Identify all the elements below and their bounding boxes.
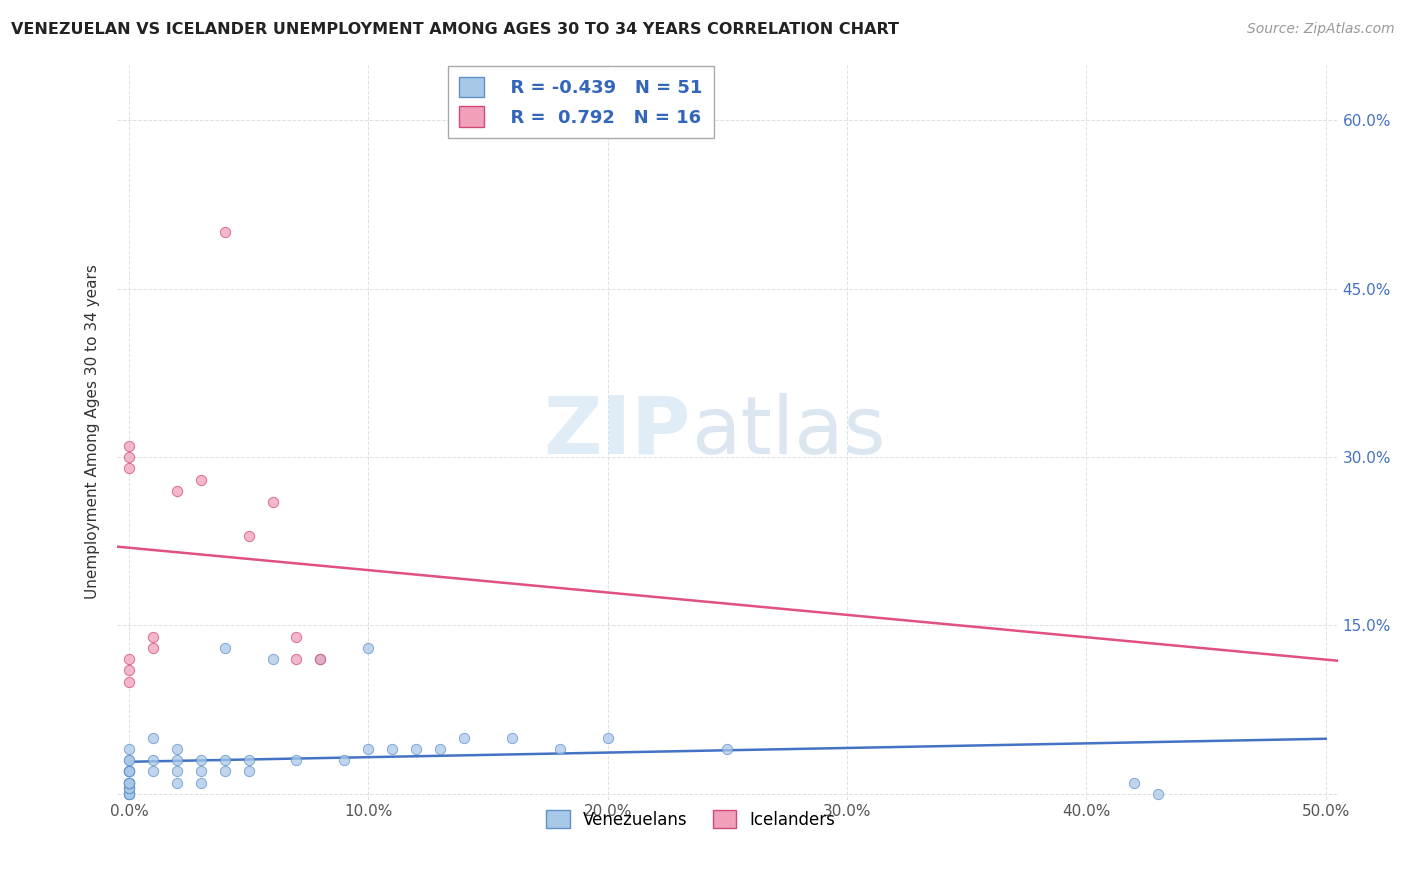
- Legend: Venezuelans, Icelanders: Venezuelans, Icelanders: [540, 804, 842, 835]
- Point: [214, 640, 236, 655]
- Point: [238, 753, 260, 767]
- Y-axis label: Unemployment Among Ages 30 to 34 years: Unemployment Among Ages 30 to 34 years: [86, 264, 100, 599]
- Point: [118, 674, 141, 689]
- Point: [118, 439, 141, 453]
- Point: [118, 775, 141, 789]
- Point: [1123, 775, 1146, 789]
- Point: [214, 226, 236, 240]
- Point: [453, 731, 475, 745]
- Point: [190, 473, 212, 487]
- Point: [142, 640, 165, 655]
- Point: [190, 775, 212, 789]
- Point: [142, 764, 165, 779]
- Point: [429, 742, 451, 756]
- Point: [309, 652, 332, 666]
- Point: [118, 764, 141, 779]
- Point: [357, 742, 380, 756]
- Point: [118, 775, 141, 789]
- Point: [214, 764, 236, 779]
- Point: [166, 753, 188, 767]
- Point: [381, 742, 404, 756]
- Point: [333, 753, 356, 767]
- Point: [596, 731, 619, 745]
- Text: VENEZUELAN VS ICELANDER UNEMPLOYMENT AMONG AGES 30 TO 34 YEARS CORRELATION CHART: VENEZUELAN VS ICELANDER UNEMPLOYMENT AMO…: [11, 22, 900, 37]
- Point: [118, 764, 141, 779]
- Text: atlas: atlas: [690, 392, 884, 471]
- Point: [405, 742, 427, 756]
- Point: [190, 753, 212, 767]
- Point: [118, 742, 141, 756]
- Point: [166, 742, 188, 756]
- Point: [118, 764, 141, 779]
- Point: [118, 461, 141, 475]
- Point: [118, 753, 141, 767]
- Point: [190, 764, 212, 779]
- Point: [238, 529, 260, 543]
- Point: [285, 630, 308, 644]
- Point: [1147, 787, 1170, 801]
- Point: [309, 652, 332, 666]
- Point: [166, 483, 188, 498]
- Point: [118, 781, 141, 796]
- Point: [118, 764, 141, 779]
- Point: [118, 652, 141, 666]
- Point: [166, 764, 188, 779]
- Point: [118, 450, 141, 464]
- Point: [548, 742, 571, 756]
- Point: [118, 775, 141, 789]
- Point: [118, 664, 141, 678]
- Point: [214, 753, 236, 767]
- Point: [142, 753, 165, 767]
- Point: [118, 775, 141, 789]
- Point: [118, 753, 141, 767]
- Text: ZIP: ZIP: [544, 392, 690, 471]
- Point: [142, 630, 165, 644]
- Point: [118, 775, 141, 789]
- Point: [142, 731, 165, 745]
- Point: [285, 753, 308, 767]
- Point: [118, 781, 141, 796]
- Point: [118, 787, 141, 801]
- Point: [118, 781, 141, 796]
- Point: [118, 787, 141, 801]
- Point: [118, 787, 141, 801]
- Point: [238, 764, 260, 779]
- Point: [118, 787, 141, 801]
- Point: [262, 652, 284, 666]
- Point: [285, 652, 308, 666]
- Text: Source: ZipAtlas.com: Source: ZipAtlas.com: [1247, 22, 1395, 37]
- Point: [501, 731, 523, 745]
- Point: [716, 742, 738, 756]
- Point: [118, 764, 141, 779]
- Point: [262, 495, 284, 509]
- Point: [166, 775, 188, 789]
- Point: [357, 640, 380, 655]
